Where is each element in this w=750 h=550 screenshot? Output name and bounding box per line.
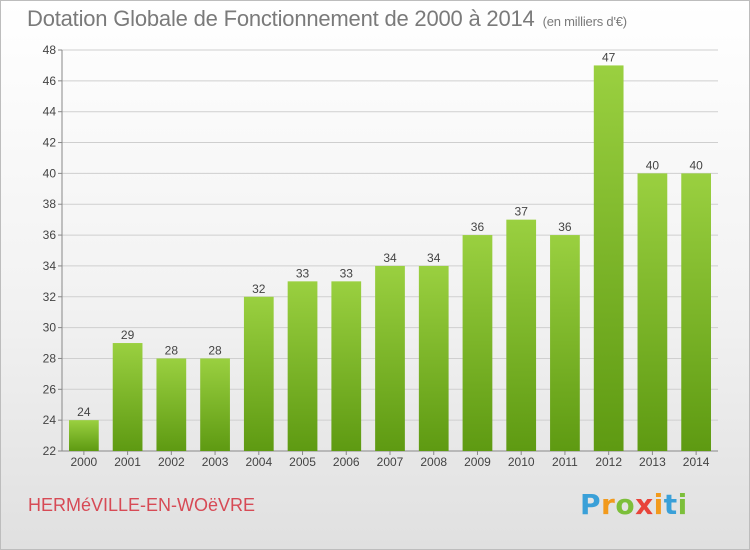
x-tick-label: 2011 [552,455,578,469]
logo-letter: o [615,488,636,521]
bar-2000 [68,420,99,451]
data-label: 40 [689,158,703,172]
bar-2005 [287,281,318,451]
x-tick-label: 2007 [377,455,404,469]
bar-2011 [550,235,580,451]
x-tick-label: 2008 [420,455,447,469]
y-tick-label: 28 [43,351,57,365]
logo-letter: x [635,488,654,521]
data-label: 47 [602,50,616,64]
y-tick-label: 24 [43,413,57,427]
x-tick-label: 2013 [639,455,666,469]
data-label: 34 [383,251,397,265]
data-label: 33 [340,266,354,280]
y-tick-label: 22 [43,444,57,458]
bar-2014 [681,173,712,451]
data-label: 40 [646,158,660,172]
x-tick-label: 2005 [289,455,316,469]
y-tick-label: 32 [43,290,57,304]
y-tick-label: 38 [43,197,57,211]
data-label: 28 [165,343,179,357]
y-tick-label: 40 [43,166,57,180]
x-tick-label: 2010 [508,455,535,469]
x-tick-label: 2012 [595,455,622,469]
x-tick-label: 2003 [202,455,229,469]
y-tick-label: 30 [43,321,57,335]
y-tick-label: 26 [43,382,57,396]
data-label: 34 [427,251,441,265]
y-tick-label: 44 [43,105,57,119]
data-label: 37 [515,205,529,219]
y-tick-label: 42 [43,136,57,150]
data-label: 33 [296,266,310,280]
chart-title: Dotation Globale de Fonctionnement de 20… [27,6,627,32]
bar-2004 [243,296,274,451]
proxiti-logo: Proxiti [580,488,688,521]
x-tick-label: 2006 [333,455,360,469]
logo-letter: t [663,488,678,521]
logo-letter: P [580,488,602,521]
axis-layer: 22 24 26 28 30 32 34 36 38 40 42 44 46 48 2000 2001 2002… [43,43,718,469]
commune-name: HERMéVILLE-EN-WOëVRE [28,495,256,515]
logo-letter: i [677,488,688,521]
chart-unit: (en milliers d'€) [542,14,628,29]
chart-title-text: Dotation Globale de Fonctionnement de 20… [27,6,535,31]
x-tick-label: 2014 [683,455,710,469]
y-tick-label: 34 [43,259,57,273]
x-tick-label: 2004 [245,455,272,469]
bar-2006 [331,281,362,451]
bar-2013 [637,173,668,451]
data-label: 36 [558,220,572,234]
data-label: 29 [121,328,135,342]
bar-layer [68,65,712,451]
data-label: 24 [77,405,91,419]
bar-2010 [506,219,537,451]
bar-2003 [200,358,230,451]
logo-letter: r [601,488,616,521]
logo-letter: i [653,488,664,521]
x-tick-label: 2001 [114,455,141,469]
bar-2002 [156,358,187,451]
bar-2007 [375,265,405,451]
data-label: 28 [208,343,222,357]
x-tick-label: 2009 [464,455,491,469]
bar-2001 [112,343,143,451]
x-tick-label: 2002 [158,455,185,469]
bar-2008 [418,265,449,451]
x-tick-label: 2000 [71,455,98,469]
data-label: 32 [252,282,266,296]
y-tick-label: 48 [43,43,57,57]
data-label: 36 [471,220,485,234]
bar-2012 [593,65,624,451]
bar-2009 [462,235,493,451]
y-tick-label: 36 [43,228,57,242]
label-layer: 24 29 28 28 32 33 33 34 34 36 37 36 47 40 40 [77,50,703,419]
y-tick-label: 46 [43,74,57,88]
